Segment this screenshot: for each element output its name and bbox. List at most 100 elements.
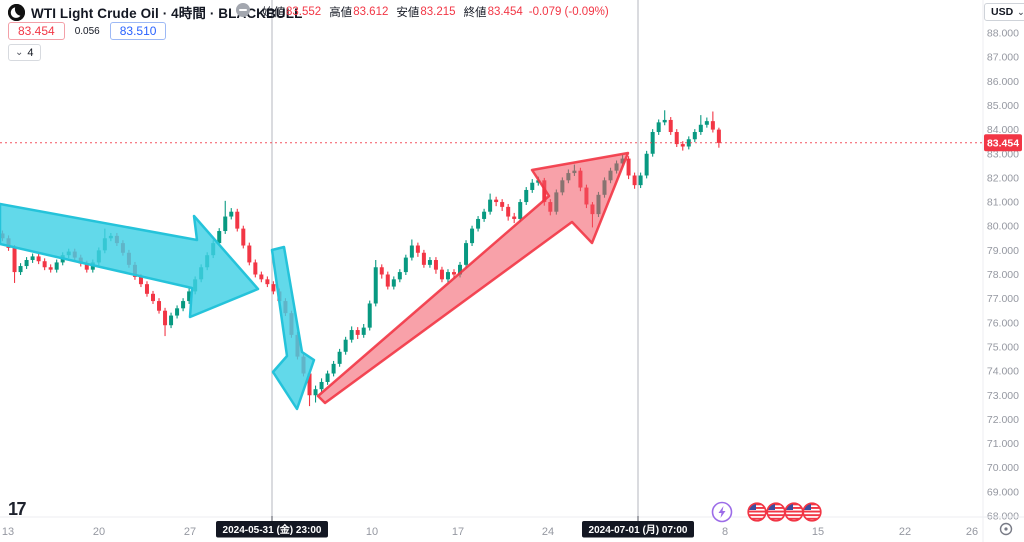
candle-body (470, 228, 475, 244)
price-tick-label: 87.000 (987, 52, 1019, 64)
chevron-down-icon: ⌄ (1017, 6, 1024, 17)
close-label: 終値 (463, 7, 487, 19)
candle-body (379, 267, 384, 275)
candle-body (397, 272, 402, 280)
sell-button[interactable]: 83.454 (8, 22, 65, 40)
candle-body (542, 180, 547, 203)
price-tick-label: 79.000 (987, 245, 1019, 257)
price-tick-label: 70.000 (987, 462, 1019, 474)
candle-body (319, 381, 324, 390)
price-tick-label: 76.000 (987, 317, 1019, 329)
candle-body (680, 144, 685, 147)
trend-arrows[interactable] (0, 151, 630, 411)
buy-button[interactable]: 83.510 (109, 22, 167, 40)
price-tick-label: 74.000 (987, 366, 1019, 378)
session-date-tooltip (582, 521, 694, 538)
breakdown-arrow-small[interactable] (270, 245, 316, 411)
minimize-icon[interactable] (236, 3, 250, 17)
last-price-badge-label: 83.454 (987, 137, 1019, 149)
uptrend-arrow[interactable] (316, 151, 630, 405)
close-value: 83.454 (487, 6, 523, 18)
candle-body (30, 256, 35, 261)
downtrend-arrow-large[interactable] (0, 202, 260, 319)
candle-body (361, 327, 366, 335)
candle-body (686, 139, 691, 147)
time-tick-label: 24 (542, 526, 554, 538)
candle-body (181, 301, 186, 309)
time-tick-label: 27 (184, 526, 196, 538)
candle-body (500, 202, 505, 207)
candle-body (349, 330, 354, 340)
candle-body (18, 266, 23, 273)
candle-body (367, 303, 372, 328)
candle-body (157, 301, 162, 311)
chevron-down-icon: ⌄ (15, 46, 24, 58)
us-flag-event-icon[interactable] (747, 502, 767, 522)
currency-selector[interactable]: USD ⌄ (984, 3, 1024, 21)
us-flag-event-icon[interactable] (784, 502, 804, 522)
time-tick-label: 15 (812, 526, 824, 538)
candle-body (241, 228, 246, 246)
price-tick-label: 71.000 (987, 438, 1019, 450)
session-gridlines (271, 0, 639, 516)
candle-body (512, 216, 517, 219)
low-label: 安値 (396, 7, 420, 19)
ohlc-readout: 始値 83.552 高値 83.612 安値 83.215 終値 83.454 -0.0… (262, 4, 609, 20)
candle-body (84, 263, 89, 270)
candle-body (169, 315, 174, 326)
goto-realtime-icon[interactable] (999, 522, 1013, 536)
candle-body (24, 260, 29, 267)
time-tick-label: 13 (2, 526, 14, 538)
candle-body (668, 119, 673, 133)
candle-body (692, 132, 697, 140)
candle-body (674, 132, 679, 145)
candle-body (409, 245, 414, 258)
candle-body (138, 276, 143, 285)
candle-body (343, 339, 348, 352)
candle-body (12, 247, 17, 273)
candle-body (494, 199, 499, 203)
price-axis[interactable]: 88.00087.00086.00085.00084.00083.00082.0… (982, 0, 1022, 542)
candle-body (698, 124, 703, 133)
candle-body (403, 257, 408, 273)
candle-body (662, 119, 667, 123)
symbol-title[interactable]: WTI Light Crude Oil · 4時間 · BLACKBULL (31, 6, 303, 21)
candle-body (415, 245, 420, 253)
us-flag-event-icon[interactable] (802, 502, 822, 522)
candle-body (427, 260, 432, 265)
candle-body (313, 389, 318, 396)
candle-body (656, 122, 661, 133)
candle-body (644, 153, 649, 176)
candle-body (163, 310, 168, 326)
currency-label: USD (991, 6, 1014, 18)
candle-body (151, 293, 155, 302)
high-value: 83.612 (353, 6, 389, 18)
candle-body (464, 243, 469, 265)
tradingview-logo[interactable]: 17 (8, 499, 28, 519)
price-alert-icon[interactable] (711, 501, 733, 523)
candle-body (48, 267, 53, 270)
candle-body (265, 279, 270, 285)
time-axis[interactable]: 13 20 27 10 17 24 8 15 22 26 2024-05-31 (金) 23:00 2… (0, 516, 1024, 538)
time-tick-label: 8 (722, 526, 728, 538)
candle-body (36, 256, 41, 262)
candle-body (42, 261, 47, 268)
candle-body (247, 245, 252, 263)
candle-body (704, 121, 709, 125)
candle-body (253, 262, 258, 275)
us-flag-event-icon[interactable] (766, 502, 786, 522)
candle-body (476, 218, 481, 229)
collapse-indicators-button[interactable]: ⌄ 4 (8, 44, 41, 61)
price-tick-label: 82.000 (987, 172, 1019, 184)
candle-body (421, 252, 426, 265)
symbol-header[interactable]: WTI Light Crude Oil · 4時間 · BLACKBULL (8, 3, 302, 21)
time-tick-label: 20 (93, 526, 105, 538)
price-tick-label: 88.000 (987, 28, 1019, 40)
price-tick-label: 84.000 (987, 124, 1019, 136)
session-date-tooltip (216, 521, 328, 538)
session-date-tooltip-label: 2024-07-01 (月) 07:00 (589, 524, 688, 536)
candle-body (638, 175, 643, 186)
candle-body (223, 216, 228, 232)
